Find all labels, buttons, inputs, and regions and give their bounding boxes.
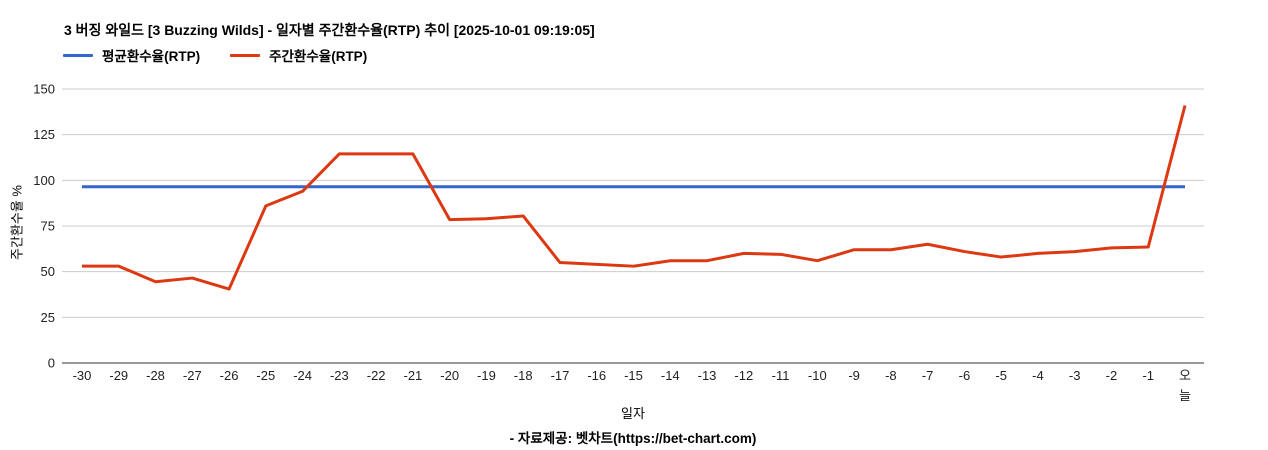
x-tick-label: -20: [440, 368, 459, 383]
legend-label-average-rtp: 평균환수율(RTP): [102, 49, 201, 64]
x-tick-label: -18: [514, 368, 533, 383]
x-tick-label: -30: [73, 368, 92, 383]
x-tick-label: -29: [109, 368, 128, 383]
average-line-swatch: [63, 53, 93, 57]
x-tick-label: -22: [367, 368, 386, 383]
weekly-rtp-line: [82, 105, 1187, 291]
x-tick-label: -9: [848, 368, 860, 383]
x-tick-label: -6: [959, 368, 971, 383]
x-tick-label: -13: [698, 368, 717, 383]
x-tick-label: -23: [330, 368, 349, 383]
x-tick-label: -19: [477, 368, 496, 383]
legend-item-average-rtp: 평균환수율(RTP): [63, 45, 200, 65]
y-tick-label: 75: [41, 219, 55, 234]
x-tick-label: -14: [661, 368, 680, 383]
legend-label-weekly-rtp: 주간환수율(RTP): [269, 49, 368, 64]
x-tick-label: -26: [220, 368, 239, 383]
credit-footer: - 자료제공: 벳차트(https://bet-chart.com): [509, 431, 757, 446]
y-tick-label: 150: [33, 82, 55, 97]
x-tick-label: -10: [808, 368, 827, 383]
x-tick-label: -28: [146, 368, 165, 383]
x-tick-label: -11: [772, 368, 790, 383]
x-tick-label: -21: [404, 368, 423, 383]
x-tick-label: -7: [922, 368, 934, 383]
y-tick-label: 125: [33, 127, 55, 142]
legend-item-weekly-rtp: 주간환수율(RTP): [230, 45, 367, 65]
x-tick-label: -17: [551, 368, 570, 383]
x-tick-label: -8: [885, 368, 897, 383]
x-tick-label: -24: [293, 368, 312, 383]
x-tick-label: -2: [1106, 368, 1118, 383]
weekly-line-swatch: [230, 53, 261, 57]
x-axis-title: 일자: [621, 406, 645, 421]
x-tick-label: -3: [1069, 368, 1081, 383]
x-tick-label: -1: [1142, 368, 1154, 383]
x-tick-label: -27: [183, 368, 202, 383]
x-tick-label: -4: [1032, 368, 1044, 383]
y-tick-label: 50: [41, 264, 55, 279]
chart-title: 3 버징 와일드 [3 Buzzing Wilds] - 일자별 주간환수율(R…: [64, 22, 595, 38]
legend: 평균환수율(RTP) 주간환수율(RTP): [63, 45, 367, 65]
x-tick-label: -15: [624, 368, 643, 383]
x-tick-label: -16: [587, 368, 606, 383]
x-tick-label: -25: [256, 368, 275, 383]
x-tick-label: -12: [734, 368, 753, 383]
y-tick-label: 25: [41, 310, 55, 325]
x-tick-label: -5: [995, 368, 1007, 383]
y-tick-label: 100: [33, 173, 55, 188]
y-tick-label: 0: [48, 356, 55, 371]
